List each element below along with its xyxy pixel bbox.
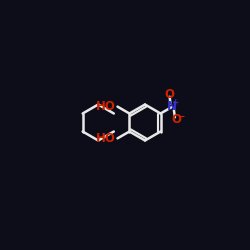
Text: O: O [164,88,174,101]
Text: HO: HO [96,100,116,112]
Text: −: − [177,112,184,121]
Text: +: + [172,98,179,107]
Text: HO: HO [96,132,116,145]
Text: N: N [166,100,176,113]
Text: O: O [171,113,181,126]
